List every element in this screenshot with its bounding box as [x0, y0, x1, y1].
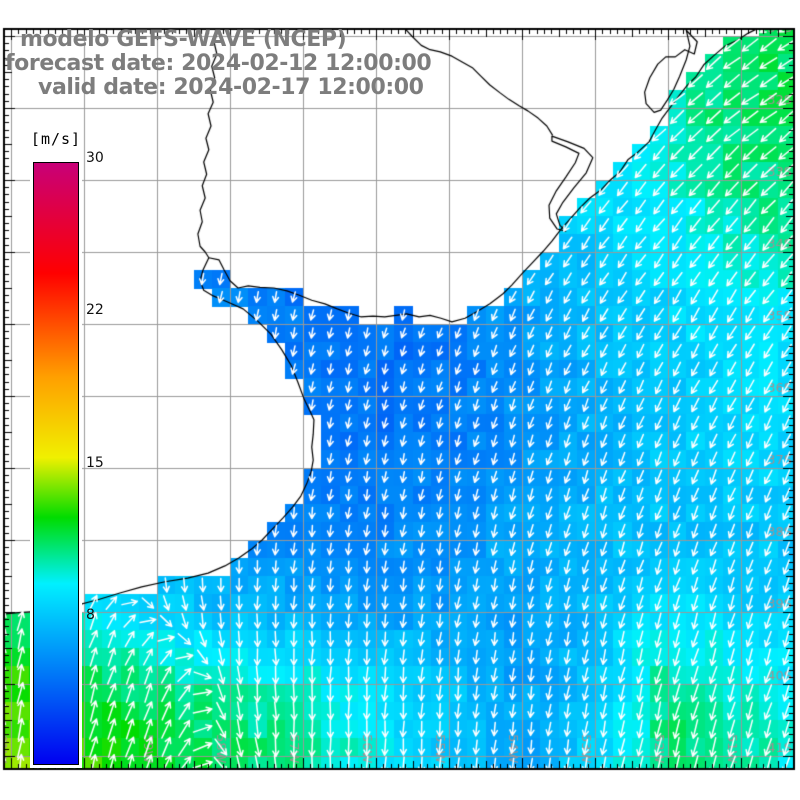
colorbar-tick-30: 30 [86, 150, 104, 166]
colorbar-gradient [33, 162, 79, 765]
colorbar [30, 159, 82, 768]
colorbar-tick-15: 15 [86, 454, 104, 471]
colorbar-tick-8: 8 [86, 606, 95, 623]
colorbar-unit-label: [m/s] [30, 130, 82, 148]
colorbar-tick-22: 22 [86, 302, 104, 319]
